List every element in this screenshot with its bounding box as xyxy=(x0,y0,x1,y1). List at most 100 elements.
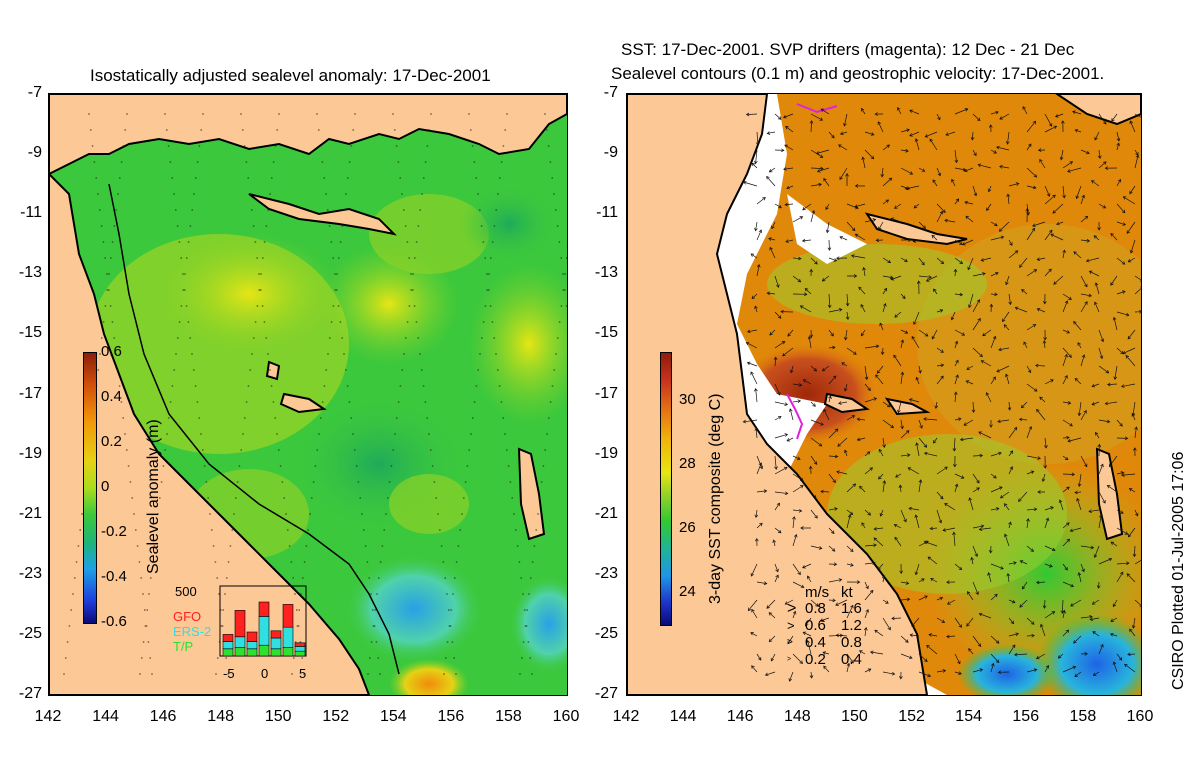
cloud-mask xyxy=(787,194,867,264)
y-tick-label: -13 xyxy=(594,264,618,282)
velocity-legend-kt: 0.8 xyxy=(841,634,862,651)
y-tick-label: -23 xyxy=(18,564,42,582)
velocity-legend-arrow-icon: > xyxy=(787,637,793,648)
colorbar-label: 0.6 xyxy=(101,343,122,360)
land-australia xyxy=(49,172,371,695)
y-tick-label: -17 xyxy=(594,384,618,402)
right-panel-title-line2: Sealevel contours (0.1 m) and geostrophi… xyxy=(611,64,1105,83)
colorbar-label: 0.2 xyxy=(101,433,122,450)
x-tick-label: 160 xyxy=(1126,708,1154,725)
reef-island xyxy=(279,392,327,414)
x-tick-label: 158 xyxy=(495,708,522,725)
altimeter-tracks xyxy=(63,113,567,675)
y-tick-label: -13 xyxy=(18,264,42,282)
sst-cold xyxy=(1037,614,1141,695)
y-tick-label: -21 xyxy=(18,504,42,522)
inset-bar-ers xyxy=(270,637,282,650)
inset-bar-ers xyxy=(258,616,270,646)
velocity-legend-ms: 0.4 xyxy=(805,634,826,651)
y-tick-label: -15 xyxy=(18,324,42,342)
inset-bar-tp xyxy=(258,644,270,657)
inset-bar-gfo xyxy=(258,601,270,617)
velocity-legend-kt: 1.6 xyxy=(841,600,862,617)
inset-bar-ers xyxy=(282,626,294,648)
geostrophic-velocity-arrows xyxy=(742,106,1141,682)
y-tick-label: -19 xyxy=(594,444,618,462)
land-papua-new-guinea xyxy=(49,94,567,176)
velocity-legend-kt: 1.2 xyxy=(841,617,862,634)
y-tick-label: -7 xyxy=(27,84,42,101)
x-tick-label: 160 xyxy=(552,708,580,725)
velocity-legend-header-ms: m/s xyxy=(805,584,830,601)
y-tick-label: -27 xyxy=(594,685,618,702)
colorbar-label: 30 xyxy=(679,391,696,408)
x-tick-label: 146 xyxy=(149,708,177,725)
reef-island xyxy=(823,392,870,414)
anomaly-high xyxy=(159,234,339,354)
anomaly-high xyxy=(469,264,567,424)
colorbar-label: 0 xyxy=(101,478,110,495)
colorbar-label: -0.4 xyxy=(101,568,127,585)
sst-region xyxy=(767,244,987,324)
inset-bar-tp xyxy=(282,647,294,657)
sealevel-colorbar xyxy=(83,352,97,624)
y-tick-label: -7 xyxy=(603,84,618,101)
inset-histogram xyxy=(219,585,307,657)
inset-bar-gfo xyxy=(294,642,306,647)
inset-bar-ers xyxy=(246,641,258,650)
inset-bar-tp xyxy=(270,648,282,657)
anomaly-region xyxy=(389,474,469,534)
y-tick-label: -27 xyxy=(18,685,42,702)
land-australia xyxy=(627,94,929,695)
left-panel-title: Isostatically adjusted sealevel anomaly:… xyxy=(90,66,491,85)
inset-bar-gfo xyxy=(270,630,282,639)
y-tick-label: -17 xyxy=(18,384,42,402)
inset-bar-gfo xyxy=(246,631,258,642)
y-tick-label: -19 xyxy=(18,444,42,462)
inset-legend-gfo: GFO xyxy=(173,609,202,624)
colorbar-label: 26 xyxy=(679,519,696,536)
colorbar-label: -0.6 xyxy=(101,613,127,630)
y-tick-label: -11 xyxy=(20,204,42,222)
anomaly-low xyxy=(344,554,484,664)
drifter-track xyxy=(796,103,838,114)
sst-colorbar xyxy=(660,352,672,626)
velocity-legend-arrow-icon: > xyxy=(787,600,797,617)
inset-x-tick: 5 xyxy=(299,666,307,681)
x-tick-label: 154 xyxy=(379,708,407,725)
plot-credit: CSIRO Plotted 01-Jul-2005 17:06 xyxy=(1170,451,1187,690)
inset-bar-gfo xyxy=(282,604,294,628)
sst-velocity-map[interactable]: 30 28 26 24 3-day SST composite (deg C) m/s… xyxy=(626,93,1142,696)
inset-ymax-label: 500 xyxy=(175,584,197,599)
reef-island xyxy=(265,360,281,381)
x-tick-label: 142 xyxy=(34,708,62,725)
anomaly-low xyxy=(509,574,567,674)
inset-bar-tp xyxy=(222,648,234,657)
velocity-legend-arrow-icon: > xyxy=(787,656,792,663)
anomaly-high xyxy=(389,659,469,695)
shelf-contour xyxy=(108,183,400,675)
anomaly-low xyxy=(459,184,559,264)
sealevel-colorbar-title: Sealevel anomaly (m) xyxy=(145,419,162,574)
x-tick-label: 158 xyxy=(1069,708,1097,725)
land-new-caledonia xyxy=(517,447,546,541)
velocity-legend-header-kt: kt xyxy=(841,584,853,601)
y-tick-label: -25 xyxy=(18,624,42,642)
y-tick-label: -25 xyxy=(594,624,618,642)
x-tick-label: 152 xyxy=(322,708,350,725)
drifter-track xyxy=(786,393,804,440)
colorbar-label: 0.4 xyxy=(101,388,122,405)
inset-bar-tp xyxy=(234,647,246,657)
x-tick-label: 148 xyxy=(207,708,234,725)
anomaly-high xyxy=(319,244,459,364)
sst-velocity-map-svg xyxy=(627,94,1141,695)
inset-bar-ers xyxy=(234,636,246,648)
inset-bar-tp xyxy=(294,650,306,657)
land-louisiade xyxy=(248,193,398,236)
inset-bar-tp xyxy=(246,648,258,657)
colorbar-label: 24 xyxy=(679,583,696,600)
land-new-caledonia xyxy=(1095,447,1124,541)
sealevel-anomaly-map[interactable]: 0.6 0.4 0.2 0 -0.2 -0.4 -0.6 Sealevel anomaly … xyxy=(48,93,568,696)
y-tick-label: -23 xyxy=(594,564,618,582)
sst-colorbar-title: 3-day SST composite (deg C) xyxy=(707,393,724,604)
